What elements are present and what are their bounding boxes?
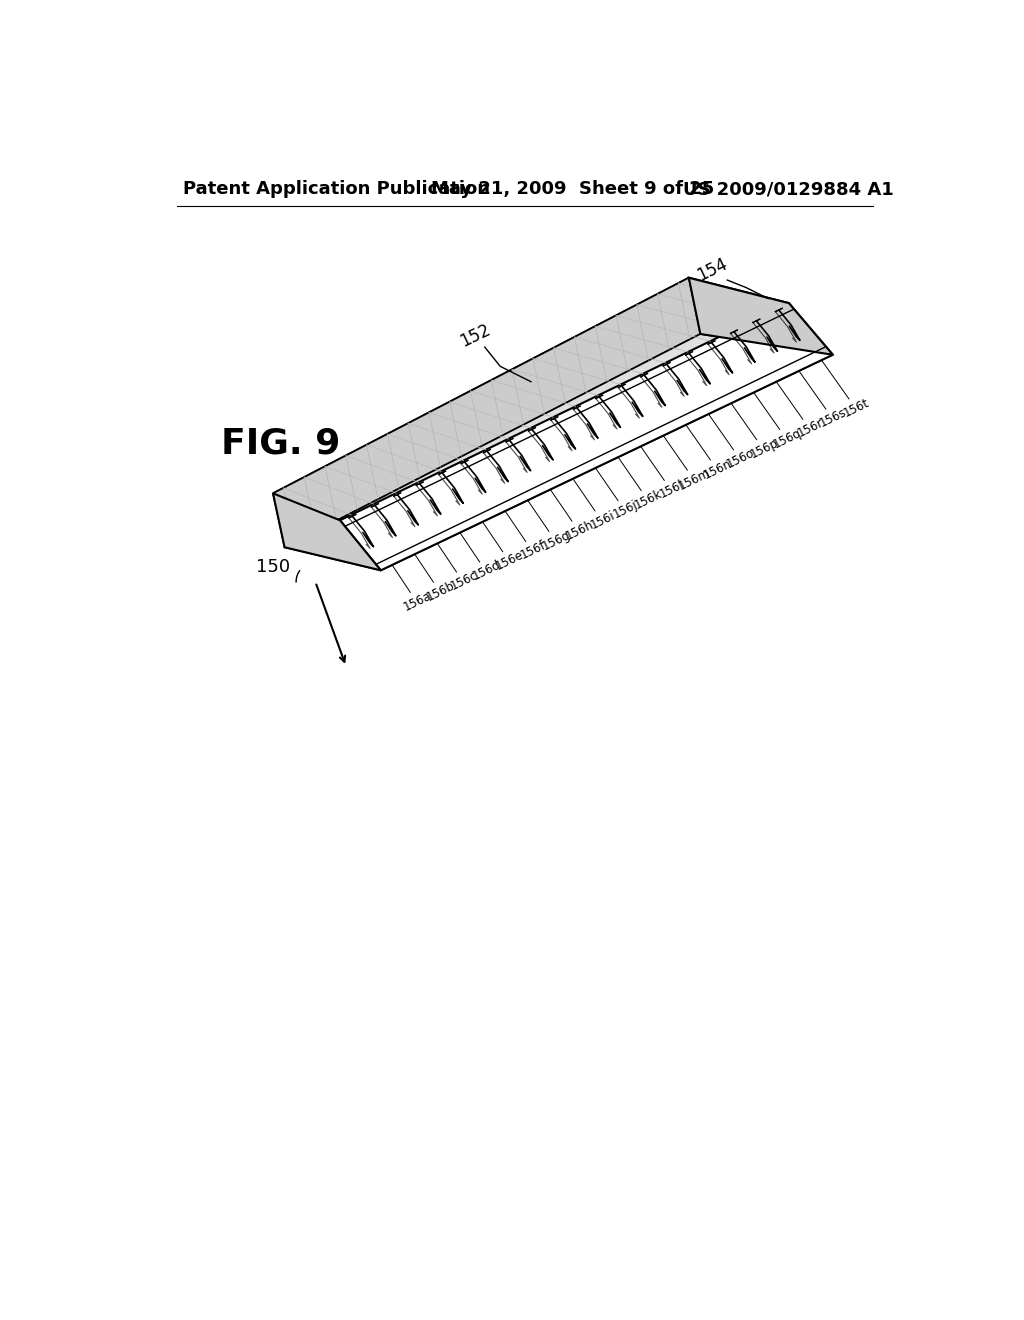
Text: 156q: 156q — [771, 426, 803, 450]
Polygon shape — [273, 494, 381, 570]
Text: Patent Application Publication: Patent Application Publication — [183, 181, 489, 198]
Text: May 21, 2009  Sheet 9 of 25: May 21, 2009 Sheet 9 of 25 — [431, 181, 714, 198]
Text: 156e: 156e — [494, 548, 526, 573]
Polygon shape — [285, 334, 833, 570]
Text: 156m: 156m — [677, 466, 713, 492]
Text: 156g: 156g — [540, 528, 572, 553]
Polygon shape — [689, 277, 833, 355]
Text: 156a: 156a — [401, 589, 434, 614]
Text: 156i: 156i — [588, 508, 616, 531]
Text: 152: 152 — [458, 321, 494, 351]
Polygon shape — [273, 277, 700, 548]
Polygon shape — [340, 304, 833, 570]
Text: 156r: 156r — [795, 416, 825, 440]
Text: 156j: 156j — [611, 498, 640, 521]
Text: 156b: 156b — [424, 578, 457, 603]
Text: FIG. 9: FIG. 9 — [221, 426, 340, 461]
Text: 156o: 156o — [725, 446, 757, 471]
Text: 156p: 156p — [748, 436, 780, 461]
Text: US 2009/0129884 A1: US 2009/0129884 A1 — [683, 181, 894, 198]
Text: 150: 150 — [256, 557, 290, 576]
Text: 156d: 156d — [471, 558, 503, 583]
Polygon shape — [273, 277, 788, 520]
Text: 156n: 156n — [701, 457, 734, 482]
Text: 156t: 156t — [841, 396, 871, 420]
Text: 156h: 156h — [563, 517, 596, 543]
Text: 156c: 156c — [449, 569, 479, 593]
Text: 154: 154 — [693, 255, 730, 285]
Text: 156f: 156f — [518, 539, 548, 562]
Text: 156l: 156l — [657, 478, 686, 500]
Text: 156k: 156k — [633, 487, 665, 512]
Text: 156s: 156s — [817, 407, 849, 430]
